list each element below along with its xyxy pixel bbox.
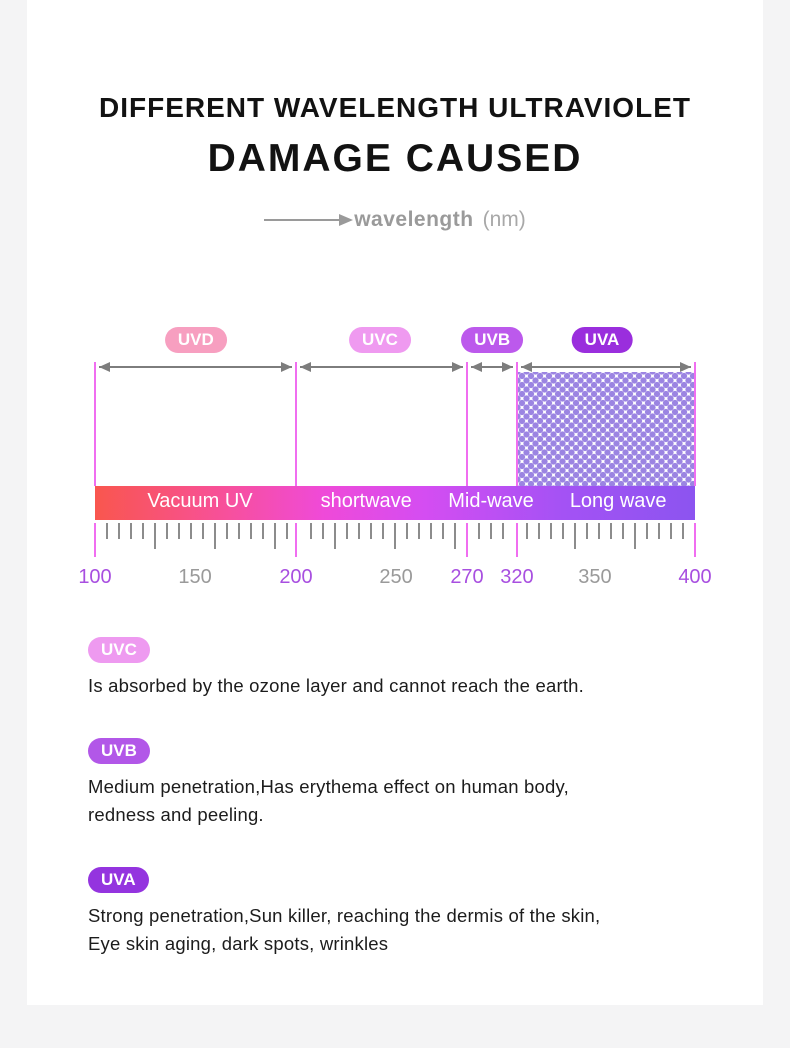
ruler-tick — [634, 523, 636, 549]
ruler-tick — [322, 523, 324, 539]
page-subtitle: DAMAGE CAUSED — [207, 137, 583, 180]
ruler-tick — [334, 523, 336, 549]
ruler-tick — [538, 523, 540, 539]
axis-label-270: 270 — [450, 566, 484, 588]
ruler-tick — [406, 523, 408, 539]
ruler-tick — [418, 523, 420, 539]
ruler-tick — [130, 523, 132, 539]
ruler-tick — [226, 523, 228, 539]
ruler-tick — [610, 523, 612, 539]
ruler-tick — [178, 523, 180, 539]
ruler-tick — [142, 523, 144, 539]
info-section-uvb: UVB Medium penetration,Has erythema effec… — [88, 738, 733, 829]
ruler-tick-highlight — [515, 523, 518, 557]
ruler-tick — [658, 523, 660, 539]
axis-label-150: 150 — [178, 566, 212, 588]
info-text-uvb: Medium penetration,Has erythema effect o… — [88, 776, 569, 825]
ruler-tick — [118, 523, 120, 539]
spectrum-gradient-bar — [95, 486, 695, 520]
axis-label-250: 250 — [379, 566, 413, 588]
axis-label-350: 350 — [578, 566, 612, 588]
ruler-tick — [598, 523, 600, 539]
hatch-pattern-uva — [517, 372, 694, 486]
ruler-tick — [670, 523, 672, 539]
info-badge-uvc: UVC — [88, 637, 150, 663]
ruler-tick-highlight — [94, 523, 96, 557]
ruler-tick — [346, 523, 348, 539]
ruler-tick — [442, 523, 444, 539]
ruler-tick — [262, 523, 264, 539]
boundary-line — [295, 362, 297, 486]
info-text-uva: Strong penetration,Sun killer, reaching … — [88, 905, 601, 954]
range-arrow-uva — [520, 362, 692, 372]
ruler-tick — [274, 523, 276, 549]
band-badge-uvb: UVB — [461, 327, 524, 353]
ruler-tick — [502, 523, 504, 539]
ruler-tick — [382, 523, 384, 539]
axis-label-200: 200 — [279, 566, 313, 588]
band-badge-uvc: UVC — [349, 327, 411, 353]
info-section-uva: UVA Strong penetration,Sun killer, reachi… — [88, 867, 733, 958]
boundary-line — [466, 362, 468, 486]
ruler-tick — [190, 523, 192, 539]
ruler-tick — [490, 523, 492, 539]
info-badge-uvb: UVB — [88, 738, 150, 764]
band-badge-uva: UVA — [571, 327, 633, 353]
bar-label-vacuum-uv: Vacuum UV — [147, 490, 253, 512]
ruler-tick — [166, 523, 168, 539]
ruler-tick — [286, 523, 288, 539]
ruler-tick — [526, 523, 528, 539]
info-badge-uva: UVA — [88, 867, 149, 893]
uv-spectrum-diagram: UVD UVC UVB UVA Vacuum UV shortwave Mid-wave Lo… — [78, 327, 712, 597]
ruler-tick — [154, 523, 156, 549]
boundary-line — [515, 362, 518, 486]
ruler-tick — [202, 523, 204, 539]
ruler-tick-highlight — [295, 523, 297, 557]
page-title: DIFFERENT WAVELENGTH ULTRAVIOLET — [99, 92, 691, 123]
ruler-tick — [682, 523, 684, 539]
ruler-tick — [358, 523, 360, 539]
ruler-tick-highlight — [466, 523, 468, 557]
info-section-uvc: UVC Is absorbed by the ozone layer and ca… — [88, 637, 733, 700]
ruler-tick — [250, 523, 252, 539]
uv-info-sections: UVC Is absorbed by the ozone layer and ca… — [88, 637, 733, 996]
bar-label-long-wave: Long wave — [569, 490, 667, 512]
wavelength-axis-caption: wavelength (nm) — [27, 208, 763, 232]
range-arrow-uvd — [99, 362, 292, 372]
ruler-tick — [238, 523, 240, 539]
ruler-tick — [430, 523, 432, 539]
axis-label-100: 100 — [78, 566, 112, 588]
infographic-card: DIFFERENT WAVELENGTH ULTRAVIOLET DAMAGE … — [27, 0, 763, 1005]
ruler-tick — [454, 523, 456, 549]
range-arrow-uvc — [300, 362, 463, 372]
axis-label-400: 400 — [678, 566, 712, 588]
ruler-tick — [478, 523, 480, 539]
ruler-tick — [106, 523, 108, 539]
ruler-tick — [310, 523, 312, 539]
ruler-tick — [622, 523, 624, 539]
ruler-tick — [562, 523, 564, 539]
info-text-uvc: Is absorbed by the ozone layer and canno… — [88, 675, 585, 696]
ruler-tick — [574, 523, 576, 549]
ruler-tick — [394, 523, 396, 549]
ruler-tick — [550, 523, 552, 539]
bar-label-shortwave: shortwave — [320, 490, 412, 512]
wavelength-label: wavelength — [354, 208, 474, 231]
boundary-line — [94, 362, 96, 486]
axis-label-320: 320 — [500, 566, 534, 588]
band-badge-uvd: UVD — [164, 327, 227, 353]
ruler-tick-highlight — [694, 523, 696, 557]
bar-label-mid-wave: Mid-wave — [448, 490, 534, 512]
ruler-tick — [214, 523, 216, 549]
boundary-line — [694, 362, 696, 486]
ruler-tick — [586, 523, 588, 539]
right-arrow-icon — [264, 214, 354, 226]
wavelength-unit: (nm) — [482, 208, 526, 231]
range-arrow-uvb — [471, 362, 513, 372]
ruler-tick — [646, 523, 648, 539]
ruler-tick — [370, 523, 372, 539]
